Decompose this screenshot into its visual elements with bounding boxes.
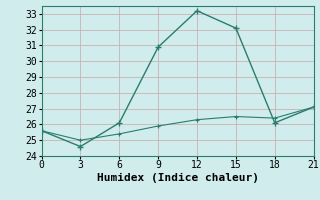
X-axis label: Humidex (Indice chaleur): Humidex (Indice chaleur) — [97, 173, 259, 183]
